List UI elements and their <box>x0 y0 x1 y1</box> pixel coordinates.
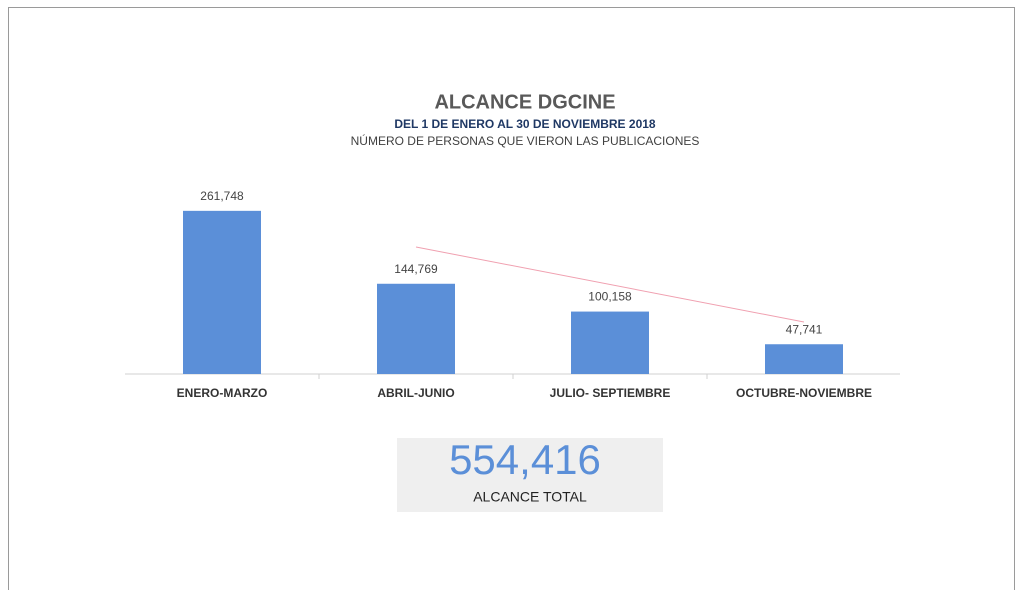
chart-subtitle: NÚMERO DE PERSONAS QUE VIERON LAS PUBLIC… <box>351 133 700 148</box>
chart-subtitle: DEL 1 DE ENERO AL 30 DE NOVIEMBRE 2018 <box>394 117 656 131</box>
data-label: 100,158 <box>588 290 632 304</box>
bar <box>183 210 261 374</box>
trend-line <box>415 246 805 323</box>
bar <box>571 311 649 374</box>
bar <box>377 283 455 374</box>
bar <box>765 344 843 374</box>
data-label: 261,748 <box>200 189 244 203</box>
chart-title: ALCANCE DGCINE <box>434 91 615 113</box>
data-label: 144,769 <box>394 262 438 276</box>
x-tick-label: ABRIL-JUNIO <box>377 386 454 400</box>
total-caption: ALCANCE TOTAL <box>473 489 587 505</box>
x-tick-label: JULIO- SEPTIEMBRE <box>550 386 671 400</box>
total-box <box>397 438 663 512</box>
x-tick-label: ENERO-MARZO <box>177 386 268 400</box>
x-tick-label: OCTUBRE-NOVIEMBRE <box>736 386 872 400</box>
total-value: 554,416 <box>449 436 601 483</box>
data-label: 47,741 <box>786 322 823 336</box>
